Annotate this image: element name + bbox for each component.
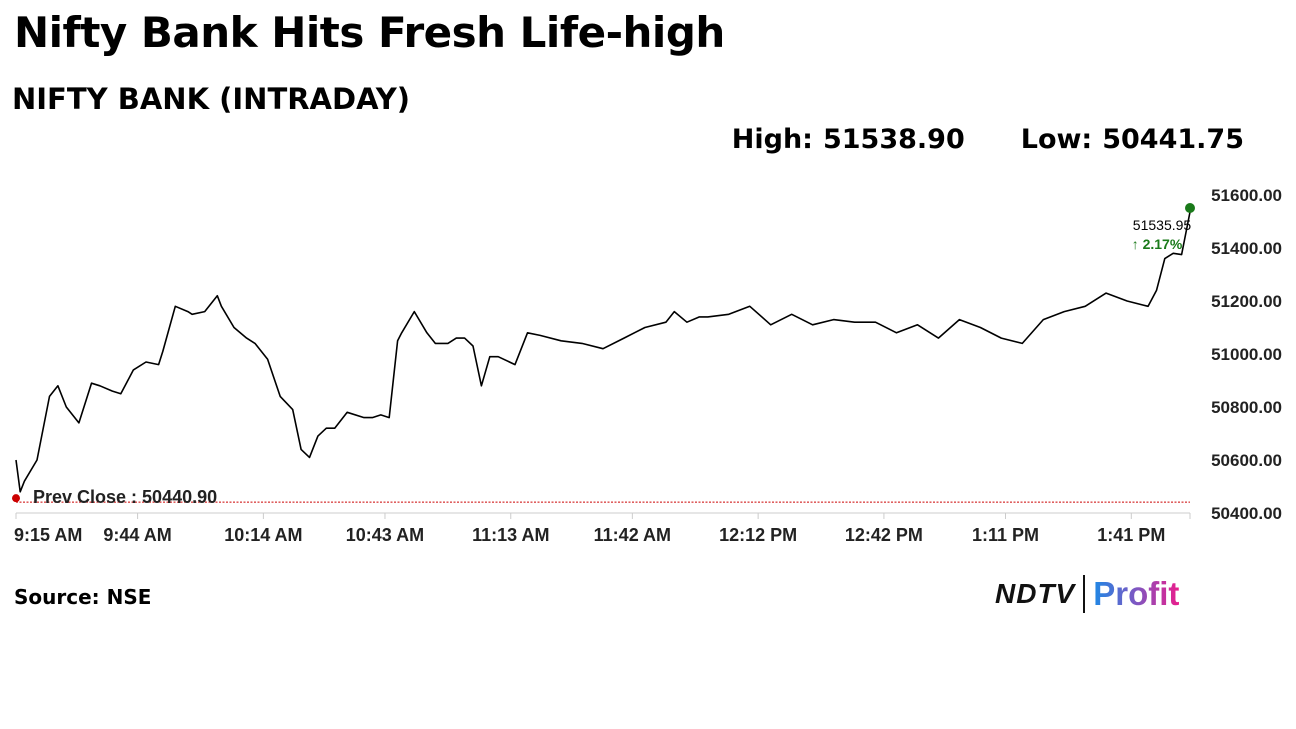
x-tick-label: 12:42 PM	[845, 525, 923, 545]
y-tick-label: 51000.00	[1211, 345, 1282, 364]
logo-profit-text: Profit	[1093, 575, 1180, 612]
y-tick-label: 50800.00	[1211, 398, 1282, 417]
prev-close-label: Prev Close : 50440.90	[33, 487, 217, 507]
x-tick-label: 12:12 PM	[719, 525, 797, 545]
intraday-line-chart: Prev Close : 50440.90 51535.95 ↑ 2.17% 5…	[12, 186, 1282, 545]
chart-title: NIFTY BANK (INTRADAY)	[12, 82, 410, 116]
x-tick-label: 9:44 AM	[103, 525, 171, 545]
last-price-label: 51535.95	[1133, 217, 1192, 233]
high-stat: High: 51538.90	[732, 124, 965, 155]
change-percent-label: ↑ 2.17%	[1132, 236, 1183, 252]
x-tick-label: 1:41 PM	[1097, 525, 1165, 545]
high-low-stats: High: 51538.90 Low: 50441.75	[732, 124, 1244, 155]
prev-close-marker	[12, 494, 20, 503]
low-stat: Low: 50441.75	[1021, 124, 1244, 155]
x-tick-label: 10:43 AM	[346, 525, 424, 545]
low-label: Low:	[1020, 124, 1093, 155]
x-tick-label: 10:14 AM	[224, 525, 302, 545]
x-tick-label: 9:15 AM	[14, 525, 82, 545]
source-note: Source: NSE	[14, 585, 152, 609]
y-axis-ticks: 50400.00 50600.00 50800.00 51000.00 51200.00…	[1211, 186, 1282, 523]
y-tick-label: 51200.00	[1211, 292, 1282, 311]
logo-ndtv-text: NDTV	[995, 578, 1076, 609]
last-price-marker	[1185, 202, 1195, 213]
headline: Nifty Bank Hits Fresh Life-high	[14, 8, 725, 57]
x-axis-ticks: 9:15 AM 9:44 AM 10:14 AM 10:43 AM 11:13 AM 11…	[14, 513, 1191, 545]
y-tick-label: 50400.00	[1211, 504, 1282, 523]
y-tick-label: 50600.00	[1211, 451, 1282, 470]
high-value: 51538.90	[822, 124, 965, 155]
high-label: High:	[731, 124, 813, 155]
x-tick-label: 11:42 AM	[594, 525, 671, 545]
ndtv-profit-logo: NDTV Profit	[995, 574, 1179, 614]
y-tick-label: 51600.00	[1211, 186, 1282, 205]
x-tick-label: 11:13 AM	[472, 525, 549, 545]
low-value: 50441.75	[1102, 124, 1244, 155]
price-series-line	[15, 211, 1191, 493]
logo-divider	[1083, 575, 1086, 613]
y-tick-label: 51400.00	[1211, 239, 1282, 258]
x-tick-label: 1:11 PM	[972, 525, 1039, 545]
